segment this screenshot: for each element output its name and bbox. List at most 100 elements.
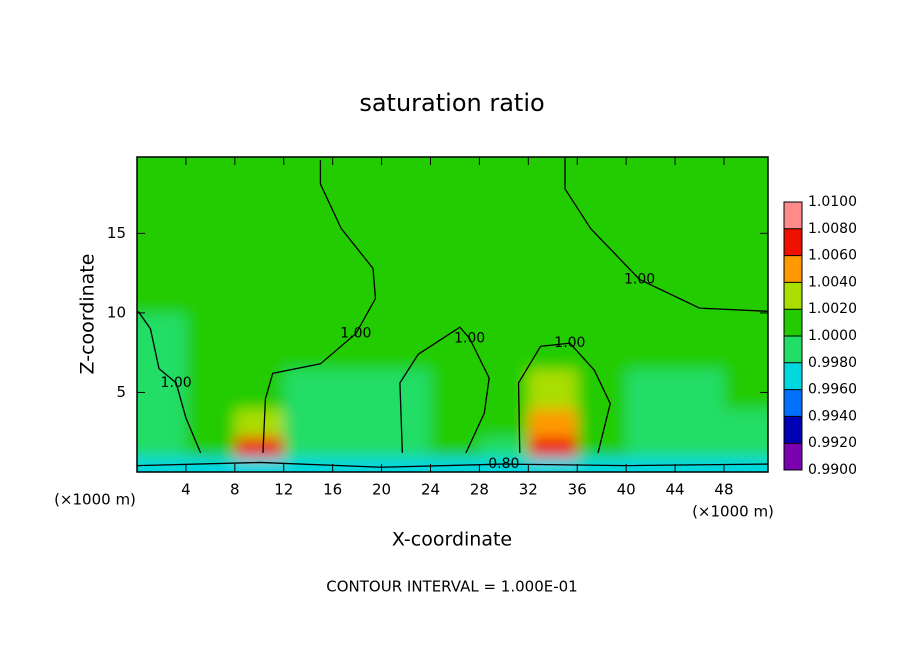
field-cell xyxy=(137,456,187,472)
field-cell xyxy=(381,312,432,370)
field-cell xyxy=(283,312,334,370)
field-cell xyxy=(626,368,677,410)
field-cell xyxy=(234,456,285,472)
field-cell xyxy=(723,408,768,438)
field-cell xyxy=(332,408,383,438)
x-unit-label: (×1000 m) xyxy=(54,491,136,509)
field-cell xyxy=(577,456,628,472)
colorbar-tick-label: 0.9980 xyxy=(808,355,857,371)
field-cell xyxy=(234,241,285,314)
y-tick-label: 5 xyxy=(116,383,126,401)
field-cell xyxy=(626,312,677,370)
field-cell xyxy=(283,436,334,458)
field-cell xyxy=(185,241,236,314)
field-cell xyxy=(185,436,236,458)
contour-line xyxy=(137,461,768,468)
field-cell xyxy=(577,368,628,410)
y-axis-label: Z-coordinate xyxy=(77,254,99,375)
field-cell xyxy=(381,456,432,472)
plot-frame xyxy=(136,156,769,473)
field-cell xyxy=(185,312,236,370)
field-cell xyxy=(675,312,725,370)
x-tick-label: 48 xyxy=(714,481,733,499)
field-cell xyxy=(479,241,530,314)
field-cell xyxy=(332,368,383,410)
field-cell xyxy=(185,157,236,243)
x-tick-label: 36 xyxy=(568,481,587,499)
colorbar-swatch xyxy=(784,255,802,283)
x-tick-label: 4 xyxy=(181,481,191,499)
contour-layer: 1.00 1.00 1.00 1.00 1.00 0.80 xyxy=(137,157,768,472)
field-cell xyxy=(675,436,725,458)
field-cell xyxy=(577,241,628,314)
x-tick-label: 12 xyxy=(274,481,293,499)
field-cell xyxy=(332,456,383,472)
contour-label: 1.00 xyxy=(624,272,655,288)
field-cell xyxy=(381,436,432,458)
colorbar-swatch xyxy=(784,336,802,363)
field-cell xyxy=(430,368,481,410)
chart-title: saturation ratio xyxy=(359,89,544,117)
field-cell xyxy=(626,241,677,314)
contour-line xyxy=(262,160,377,453)
colorbar-swatch xyxy=(784,443,802,470)
x-tick-label: 40 xyxy=(617,481,636,499)
field-cell xyxy=(137,368,187,410)
field-cell xyxy=(479,436,530,458)
field-cell xyxy=(479,408,530,438)
footnote: CONTOUR INTERVAL = 1.000E-01 xyxy=(326,578,577,596)
field-cell xyxy=(577,436,628,458)
contour-label: 0.80 xyxy=(488,456,519,472)
field-cell xyxy=(283,368,334,410)
contour-line xyxy=(137,310,202,454)
field-cell xyxy=(723,368,768,410)
field-cell xyxy=(381,408,432,438)
field-cell xyxy=(675,241,725,314)
field-cell xyxy=(675,408,725,438)
field-cell xyxy=(137,436,187,458)
field-cell xyxy=(577,408,628,438)
contour-line xyxy=(564,157,768,312)
field-cell xyxy=(234,157,285,243)
colorbar-tick-label: 1.0080 xyxy=(808,221,857,237)
field-cell xyxy=(675,368,725,410)
contour-label: 1.00 xyxy=(340,326,371,342)
field-cell xyxy=(675,157,725,243)
field-cell xyxy=(234,368,285,410)
colorbar-tick-label: 1.0000 xyxy=(808,328,857,344)
field-cell xyxy=(528,312,579,370)
field-cell xyxy=(675,456,725,472)
field-cell xyxy=(577,157,628,243)
colorbar-tick-label: 1.0060 xyxy=(808,248,857,264)
colorbar-swatch xyxy=(784,389,802,417)
field-cell xyxy=(528,241,579,314)
x-tick-label: 8 xyxy=(230,481,240,499)
field-cell xyxy=(185,368,236,410)
colorbar-tick-label: 0.9920 xyxy=(808,435,857,451)
field-cell xyxy=(430,241,481,314)
colorbar-swatch xyxy=(784,309,802,336)
colorbar-swatch xyxy=(784,416,802,444)
field-cell xyxy=(528,408,579,438)
field-cell xyxy=(381,368,432,410)
x-unit-label: (×1000 m) xyxy=(692,503,774,521)
field-cells xyxy=(137,157,768,472)
field-cell xyxy=(185,408,236,438)
field-cell xyxy=(626,157,677,243)
field-cell xyxy=(381,157,432,243)
colorbar-swatch xyxy=(784,362,802,390)
field-cell xyxy=(332,312,383,370)
field-cell xyxy=(723,436,768,458)
x-tick-label: 20 xyxy=(372,481,391,499)
x-tick-label: 28 xyxy=(470,481,489,499)
field-cell xyxy=(137,157,187,243)
x-tick-label: 16 xyxy=(323,481,342,499)
colorbar-swatch xyxy=(784,202,802,229)
y-tick-label: 15 xyxy=(107,224,126,242)
field-cell xyxy=(723,312,768,370)
contour-label: 1.00 xyxy=(554,335,585,351)
colorbar-tick-label: 0.9960 xyxy=(808,382,857,398)
colorbar-tick-label: 0.9940 xyxy=(808,408,857,424)
